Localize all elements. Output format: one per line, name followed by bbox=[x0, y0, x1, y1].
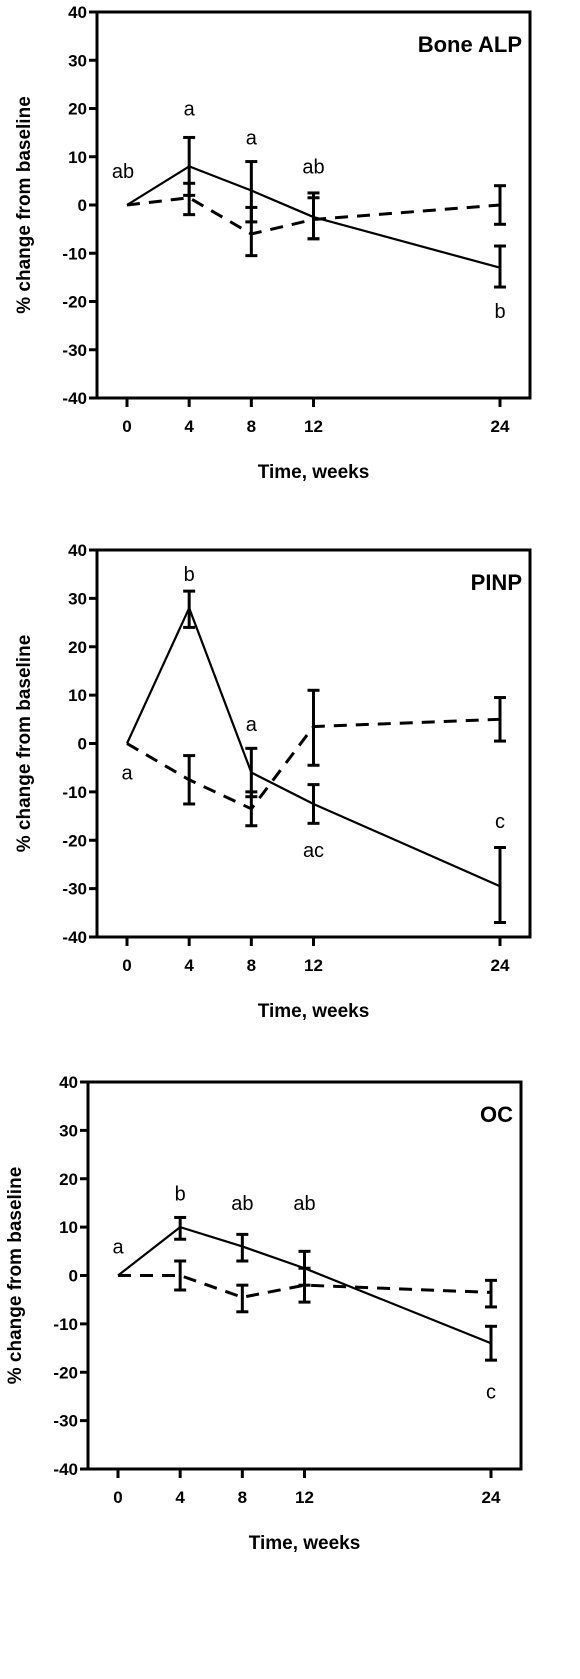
x-tick-label: 0 bbox=[113, 1488, 122, 1507]
y-tick-label: -10 bbox=[62, 783, 87, 802]
x-tick-label: 8 bbox=[247, 956, 256, 975]
significance-label: ab bbox=[112, 161, 134, 183]
y-tick-label: 0 bbox=[69, 1267, 78, 1286]
y-tick-label: 0 bbox=[78, 196, 87, 215]
y-tick-label: 0 bbox=[78, 735, 87, 754]
x-tick-label: 12 bbox=[304, 956, 323, 975]
y-tick-label: 40 bbox=[59, 1073, 78, 1092]
x-axis-title: Time, weeks bbox=[249, 1533, 361, 1554]
y-tick-label: 10 bbox=[59, 1218, 78, 1237]
y-tick-label: -30 bbox=[53, 1412, 78, 1431]
x-axis-title: Time, weeks bbox=[258, 1001, 370, 1022]
y-tick-label: -20 bbox=[62, 293, 87, 312]
x-tick-label: 8 bbox=[238, 1488, 247, 1507]
chart-panel-3: 40 30 20 10 0 -10 -20 -30 -40 0 4 8 12 24 Time, weeks%… bbox=[5, 1073, 523, 1554]
significance-label: ab bbox=[293, 1193, 315, 1215]
y-tick-label: -10 bbox=[53, 1315, 78, 1334]
y-tick-label: 30 bbox=[68, 51, 87, 70]
x-tick-label: 24 bbox=[491, 417, 510, 436]
panel-title: PINP bbox=[471, 570, 522, 595]
significance-label: ab bbox=[231, 1193, 253, 1215]
y-tick-label: 20 bbox=[68, 638, 87, 657]
x-axis-title: Time, weeks bbox=[258, 462, 370, 483]
y-tick-label: 40 bbox=[68, 3, 87, 22]
significance-label: a bbox=[121, 763, 133, 785]
significance-label: a bbox=[246, 714, 258, 736]
x-tick-label: 0 bbox=[122, 417, 131, 436]
x-tick-label: 8 bbox=[247, 417, 256, 436]
y-axis-title: % change from baseline bbox=[5, 1167, 26, 1385]
y-tick-label: -40 bbox=[53, 1460, 78, 1479]
significance-label: ab bbox=[302, 156, 324, 178]
significance-label: b bbox=[494, 301, 505, 323]
panel-title: OC bbox=[480, 1102, 513, 1127]
chart-panel-1: 40 30 20 10 0 -10 -20 -30 -40 0 4 8 12 24 Time, weeks%… bbox=[14, 3, 532, 483]
y-axis-title: % change from baseline bbox=[14, 635, 35, 853]
y-axis-title: % change from baseline bbox=[14, 96, 35, 314]
series-line-dashed bbox=[118, 1274, 492, 1299]
x-tick-label: 24 bbox=[482, 1488, 501, 1507]
y-tick-label: 30 bbox=[68, 589, 87, 608]
chart-panel-2: 40 30 20 10 0 -10 -20 -30 -40 0 4 8 12 24 Time, weeks%… bbox=[14, 541, 532, 1022]
y-tick-label: 10 bbox=[68, 686, 87, 705]
x-tick-label: 0 bbox=[122, 956, 131, 975]
x-tick-label: 12 bbox=[304, 417, 323, 436]
significance-label: b bbox=[175, 1183, 186, 1205]
significance-label: ac bbox=[303, 840, 324, 862]
y-tick-label: 10 bbox=[68, 148, 87, 167]
panel-title: Bone ALP bbox=[418, 32, 522, 57]
y-tick-label: 40 bbox=[68, 541, 87, 560]
significance-label: a bbox=[184, 99, 196, 121]
y-tick-label: -30 bbox=[62, 341, 87, 360]
x-tick-label: 4 bbox=[175, 1488, 185, 1507]
significance-label: c bbox=[486, 1382, 496, 1404]
significance-label: a bbox=[112, 1236, 124, 1258]
significance-label: b bbox=[184, 564, 195, 586]
y-tick-label: -20 bbox=[53, 1363, 78, 1382]
x-tick-label: 12 bbox=[295, 1488, 314, 1507]
significance-label: c bbox=[495, 811, 505, 833]
x-tick-label: 4 bbox=[184, 417, 194, 436]
y-tick-label: -40 bbox=[62, 928, 87, 947]
y-tick-label: -10 bbox=[62, 244, 87, 263]
y-tick-label: 30 bbox=[59, 1121, 78, 1140]
significance-label: a bbox=[246, 127, 258, 149]
x-tick-label: 24 bbox=[491, 956, 510, 975]
y-tick-label: -20 bbox=[62, 831, 87, 850]
x-tick-label: 4 bbox=[184, 956, 194, 975]
y-tick-label: 20 bbox=[68, 100, 87, 119]
y-tick-label: -30 bbox=[62, 880, 87, 899]
y-tick-label: -40 bbox=[62, 389, 87, 408]
y-tick-label: 20 bbox=[59, 1170, 78, 1189]
